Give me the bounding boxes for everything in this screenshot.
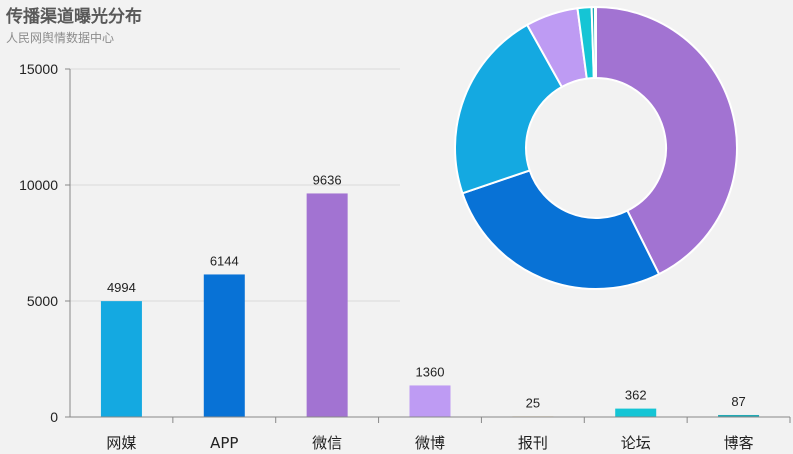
chart-title: 传播渠道曝光分布 [6, 7, 142, 27]
bar-3 [409, 385, 451, 417]
x-category-label: 报刊 [518, 434, 548, 452]
x-category-label: APP [210, 434, 238, 452]
y-tick-label: 10000 [19, 177, 58, 193]
bar-value-label: 6144 [210, 253, 239, 268]
y-tick-label: 15000 [19, 61, 58, 77]
bar-value-label: 1360 [416, 364, 445, 379]
y-tick-label: 0 [50, 409, 58, 425]
donut-slice-2 [454, 23, 564, 195]
bar-0 [100, 301, 142, 417]
bar-value-label: 9636 [313, 172, 342, 187]
bar-value-label: 362 [625, 388, 647, 403]
bar-value-label: 4994 [107, 280, 136, 295]
bar-1 [203, 274, 245, 417]
bar-value-label: 25 [526, 395, 540, 410]
donut-slice-0 [595, 5, 738, 276]
donut-slice-1 [461, 169, 661, 290]
bar-2 [306, 193, 348, 417]
donut-chart [454, 5, 738, 290]
x-category-label: 博客 [724, 434, 754, 452]
x-category-label: 微信 [312, 434, 342, 452]
bar-series: 4994 6144 9636 1360 25 362 87 [100, 172, 760, 418]
bar-5 [615, 408, 657, 417]
axes: 0 5000 10000 15000 网媒 APP 微信 微博 报刊 论坛 博客 [19, 61, 791, 452]
x-category-label: 微博 [415, 434, 445, 452]
x-category-label: 网媒 [106, 434, 136, 452]
bar-6 [718, 414, 760, 417]
donut-slice-6 [594, 5, 597, 80]
bar-value-label: 87 [731, 394, 745, 409]
y-tick-label: 5000 [27, 293, 58, 309]
x-category-label: 论坛 [621, 434, 651, 452]
chart-subtitle: 人民网舆情数据中心 [6, 31, 115, 45]
